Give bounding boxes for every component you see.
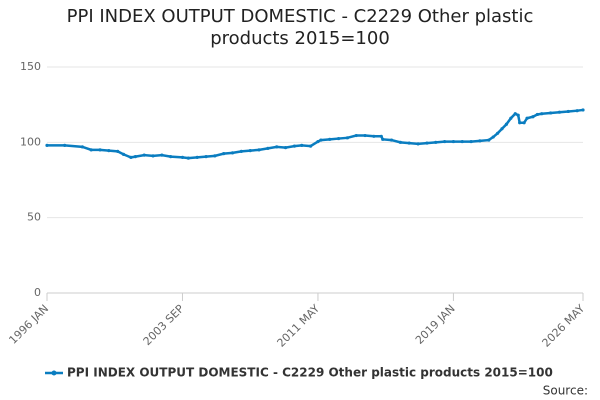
point	[500, 127, 504, 131]
point	[230, 151, 235, 155]
y-tick-label: 50	[27, 211, 41, 224]
point	[363, 133, 367, 138]
point	[195, 155, 199, 159]
x-tick-label: 2019 JAN	[413, 302, 458, 347]
point	[151, 154, 155, 158]
point	[45, 143, 49, 147]
point	[336, 136, 341, 141]
point	[504, 122, 509, 126]
point	[107, 149, 111, 153]
point	[300, 143, 304, 147]
point	[509, 116, 513, 120]
point	[248, 149, 252, 153]
point	[535, 112, 539, 117]
x-tick-label: 2026 MAY	[540, 302, 588, 350]
point	[98, 148, 102, 152]
y-tick-label: 0	[34, 286, 41, 299]
point	[389, 138, 394, 142]
point	[213, 154, 217, 158]
point	[557, 110, 562, 114]
point	[89, 148, 93, 152]
point	[425, 141, 429, 145]
point	[283, 146, 288, 150]
point	[354, 133, 358, 138]
point	[549, 111, 553, 115]
point	[531, 115, 535, 119]
point	[398, 140, 403, 144]
source: Source:	[543, 384, 588, 398]
point	[116, 149, 120, 153]
point	[169, 155, 173, 159]
point	[257, 148, 261, 152]
point	[469, 139, 473, 144]
x-tick-label: 1996 JAN	[6, 302, 51, 347]
y-tick-label: 100	[20, 135, 41, 148]
point	[525, 116, 529, 120]
point	[80, 145, 84, 149]
point	[581, 108, 585, 112]
point	[451, 139, 456, 144]
point	[460, 139, 464, 144]
point	[186, 156, 190, 160]
point	[372, 134, 376, 138]
point	[316, 139, 320, 144]
point	[495, 131, 500, 135]
point	[407, 141, 411, 145]
point	[513, 112, 517, 116]
point	[142, 153, 146, 157]
point	[204, 155, 208, 159]
legend-marker	[51, 370, 57, 376]
point	[133, 155, 137, 159]
point	[275, 145, 279, 149]
point	[121, 152, 126, 156]
point	[434, 140, 438, 144]
line	[47, 108, 584, 160]
point	[487, 138, 491, 142]
point	[575, 109, 579, 113]
point	[292, 144, 296, 148]
point	[345, 136, 349, 140]
point	[63, 143, 67, 147]
point	[129, 155, 133, 159]
point	[160, 153, 164, 157]
point	[379, 134, 383, 138]
point	[516, 113, 520, 117]
point	[239, 149, 243, 153]
point	[442, 139, 447, 144]
point	[266, 146, 270, 150]
point	[328, 137, 332, 141]
legend-label: PPI INDEX OUTPUT DOMESTIC - C2229 Other …	[67, 366, 553, 380]
point	[308, 144, 313, 148]
point	[381, 137, 385, 141]
point	[566, 109, 570, 114]
point	[222, 152, 226, 156]
point	[319, 138, 323, 142]
x-tick-label: 2003 SEP	[141, 302, 187, 348]
point	[416, 142, 420, 146]
point	[491, 135, 495, 139]
chart-title: PPI INDEX OUTPUT DOMESTIC - C2229 Other …	[66, 6, 534, 49]
point	[180, 155, 185, 159]
x-tick-label: 2011 MAY	[275, 302, 323, 350]
point	[518, 121, 522, 125]
point	[478, 139, 482, 143]
y-tick-label: 150	[20, 60, 41, 73]
point	[522, 121, 526, 125]
point	[540, 112, 544, 116]
